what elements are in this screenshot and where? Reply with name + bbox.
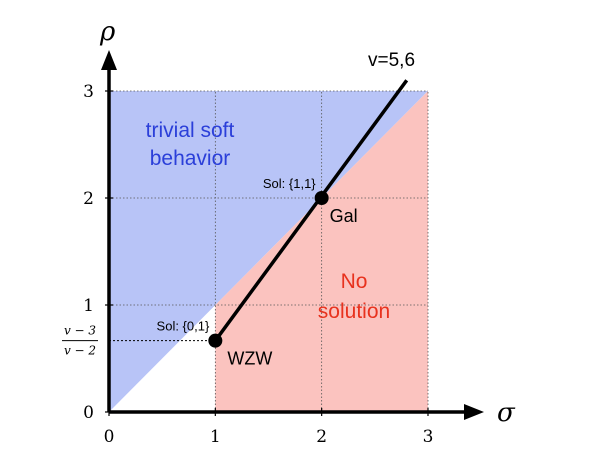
axis-ticks: 0 1 2 3 0 1 2 3 (83, 82, 433, 447)
fraction-denominator: v − 2 (64, 344, 96, 358)
line-label: v=5,6 (368, 50, 415, 71)
fraction-numerator: v − 3 (64, 324, 96, 338)
x-tick-label-2: 2 (316, 427, 327, 447)
y-tick-label-0: 0 (83, 403, 94, 423)
y-axis-symbol: ρ (99, 17, 116, 47)
no-solution-label-line2: solution (318, 300, 390, 323)
trivial-label-line2: behavior (150, 147, 231, 170)
point-wzw (208, 333, 223, 348)
y-tick-label-3: 3 (83, 82, 94, 102)
x-tick-label-3: 3 (423, 427, 434, 447)
grid-lines (109, 90, 429, 412)
special-y-tick-fraction: v − 3 v − 2 (62, 324, 216, 358)
v-line (213, 79, 409, 342)
sol-label-wzw: Sol: {0,1} (157, 319, 210, 334)
no-solution-label-line1: No (341, 270, 368, 293)
trivial-label-line1: trivial soft (146, 119, 235, 142)
point-gal-label: Gal (330, 206, 358, 226)
point-wzw-label: WZW (227, 349, 272, 369)
x-tick-label-1: 1 (210, 427, 221, 447)
no-solution-region (215, 91, 428, 412)
y-tick-label-1: 1 (83, 296, 94, 316)
x-axis-arrowhead (464, 404, 484, 420)
y-tick-label-2: 2 (83, 189, 94, 209)
y-axis-arrowhead (101, 50, 117, 70)
x-tick-label-0: 0 (104, 427, 115, 447)
point-gal (314, 191, 329, 205)
sol-label-gal: Sol: {1,1} (263, 176, 316, 191)
x-axis-symbol: σ (497, 398, 516, 428)
